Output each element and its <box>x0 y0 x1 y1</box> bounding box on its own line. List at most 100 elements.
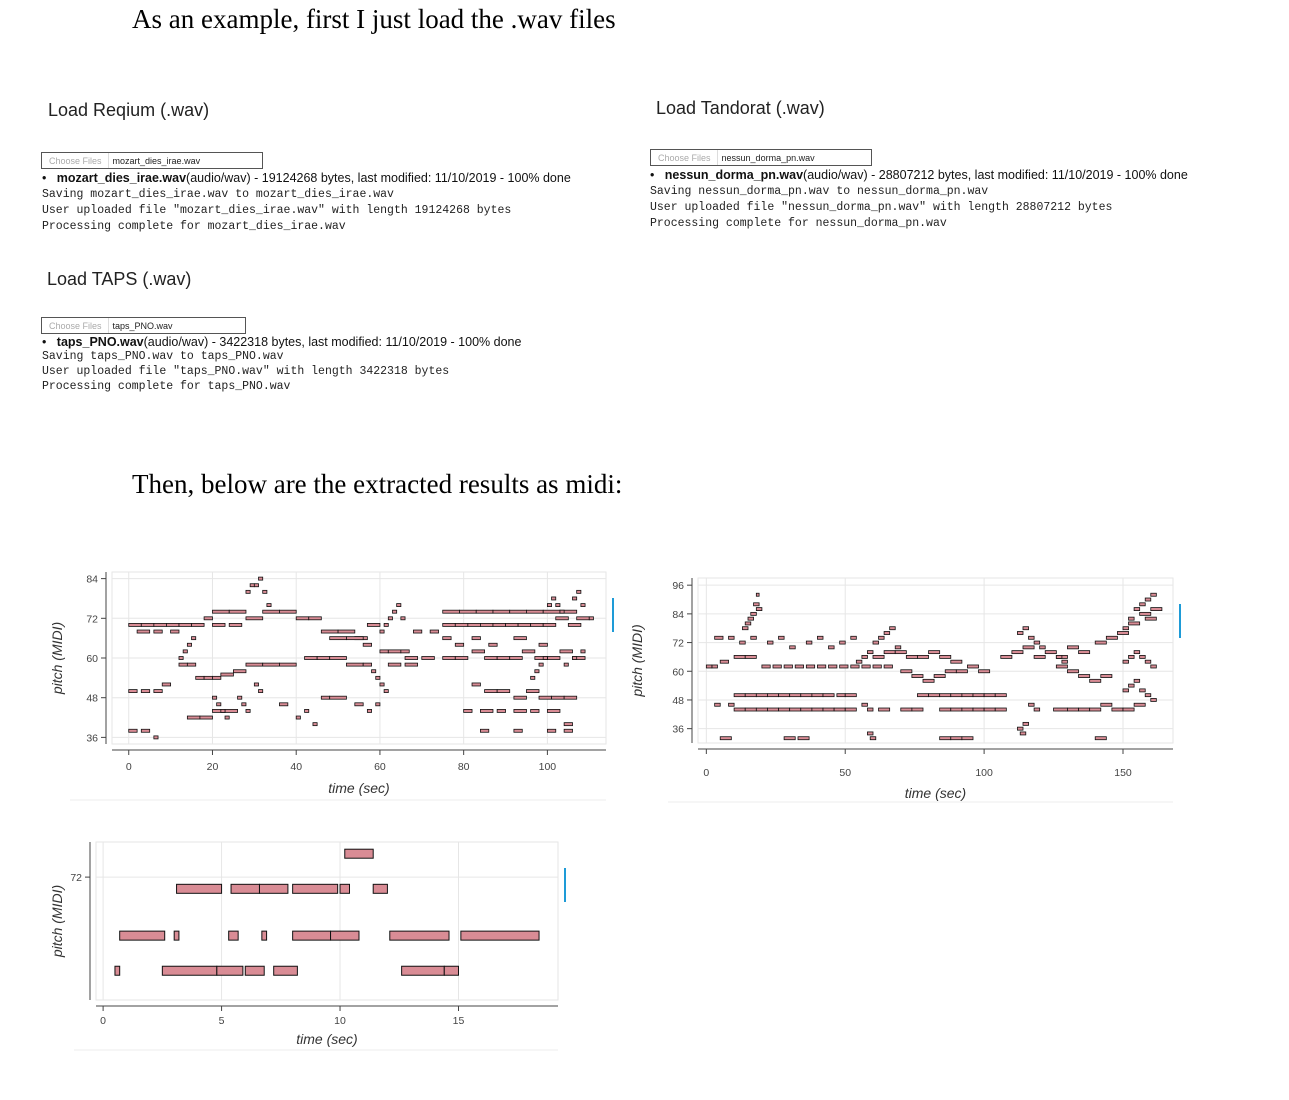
piano-roll-plot-requiem[interactable]: 36 48 60 72 84 0 20 40 60 80 100 time (sec) pitch (M… <box>40 560 620 805</box>
midi-note <box>241 702 247 707</box>
midi-note <box>1122 707 1135 712</box>
piano-roll-plot-taps[interactable]: 72 0 5 10 15 time (sec) pitch (MIDI) <box>44 834 574 1054</box>
midi-note <box>894 650 907 655</box>
midi-note <box>1089 678 1102 683</box>
midi-note <box>480 728 490 733</box>
midi-note <box>513 636 527 641</box>
midi-note <box>304 656 318 660</box>
loader-title: Load Reqium (.wav) <box>48 100 210 120</box>
midi-note <box>383 623 389 627</box>
midi-note <box>1017 631 1024 635</box>
midi-note <box>475 609 494 614</box>
midi-note <box>379 629 385 634</box>
choose-files-button[interactable]: Choose Files <box>42 153 109 168</box>
midi-note <box>576 589 582 594</box>
midi-note <box>261 930 268 941</box>
midi-note <box>119 930 166 941</box>
bullet-icon: • <box>42 171 57 185</box>
midi-note <box>429 629 439 634</box>
midi-note <box>572 596 578 601</box>
midi-note <box>817 664 827 669</box>
midi-note <box>1067 669 1079 674</box>
midi-note <box>939 693 952 698</box>
midi-note <box>191 636 197 641</box>
plot-area <box>697 577 1174 744</box>
midi-note <box>496 709 506 713</box>
midi-note <box>212 695 218 700</box>
midi-note <box>1144 659 1152 664</box>
midi-note <box>1128 655 1135 659</box>
midi-note <box>413 629 423 634</box>
y-axis-title: pitch (MIDI) <box>49 885 65 958</box>
midi-note <box>1144 693 1152 698</box>
midi-note <box>778 635 785 640</box>
midi-note <box>526 689 540 693</box>
midi-note <box>546 709 561 713</box>
midi-note <box>542 623 557 627</box>
midi-note <box>728 702 735 707</box>
midi-note <box>1078 707 1091 712</box>
midi-note <box>258 689 264 693</box>
midi-note <box>480 709 494 713</box>
midi-note <box>320 695 331 700</box>
midi-note <box>387 649 402 654</box>
midi-note <box>128 623 142 627</box>
midi-note <box>789 693 802 698</box>
midi-note <box>176 883 223 894</box>
midi-note <box>153 623 167 627</box>
y-tick-label: 36 <box>86 732 98 744</box>
midi-note <box>400 649 410 654</box>
midi-note <box>961 736 974 741</box>
midi-note <box>220 709 226 713</box>
midi-note <box>304 709 310 713</box>
midi-note <box>538 642 548 647</box>
midi-note <box>1033 655 1046 659</box>
midi-note <box>526 609 544 614</box>
midi-note <box>530 709 540 713</box>
midi-note <box>789 707 802 712</box>
midi-note <box>983 693 996 698</box>
midi-note <box>555 616 569 621</box>
plot-area <box>95 841 559 1001</box>
midi-note <box>755 707 768 712</box>
midi-note <box>245 616 264 621</box>
midi-note <box>387 662 402 667</box>
midi-note <box>442 636 452 641</box>
midi-note <box>750 611 757 616</box>
midi-note <box>212 675 222 680</box>
midi-note <box>559 649 573 654</box>
midi-note <box>563 722 573 727</box>
log-line: Processing complete for mozart_dies_irae… <box>42 220 346 233</box>
file-input-reqium[interactable]: Choose Files mozart_dies_irae.wav <box>41 152 263 169</box>
midi-note <box>1067 645 1079 650</box>
midi-note <box>279 702 289 707</box>
midi-note <box>362 662 372 667</box>
file-input-tandorat[interactable]: Choose Files nessun_dorma_pn.wav <box>650 149 872 166</box>
midi-note <box>955 669 968 674</box>
midi-note <box>173 930 180 941</box>
midi-note <box>551 596 557 601</box>
midi-note <box>505 623 519 627</box>
midi-note <box>128 689 138 693</box>
midi-note <box>850 664 860 669</box>
choose-files-button[interactable]: Choose Files <box>651 150 718 165</box>
midi-note <box>496 689 511 693</box>
midi-note <box>366 623 381 627</box>
bullet-icon: • <box>650 168 665 182</box>
choose-files-button[interactable]: Choose Files <box>42 318 109 333</box>
midi-note <box>922 678 935 683</box>
midi-note <box>330 930 360 941</box>
y-tick-label: 60 <box>86 653 98 665</box>
midi-note <box>972 693 985 698</box>
midi-note <box>872 640 879 645</box>
file-input-taps[interactable]: Choose Files taps_PNO.wav <box>41 317 246 334</box>
midi-note <box>844 707 857 712</box>
midi-note <box>513 728 523 733</box>
piano-roll-plot-nessun-dorma[interactable]: 36 48 60 72 84 96 0 50 100 150 time (sec) pitch (MI… <box>628 570 1188 810</box>
midi-note <box>1028 702 1035 707</box>
midi-note <box>1150 592 1157 597</box>
x-tick-label: 100 <box>539 761 557 773</box>
midi-note <box>396 603 402 607</box>
midi-note <box>195 675 205 680</box>
x-tick-label: 20 <box>207 761 219 773</box>
